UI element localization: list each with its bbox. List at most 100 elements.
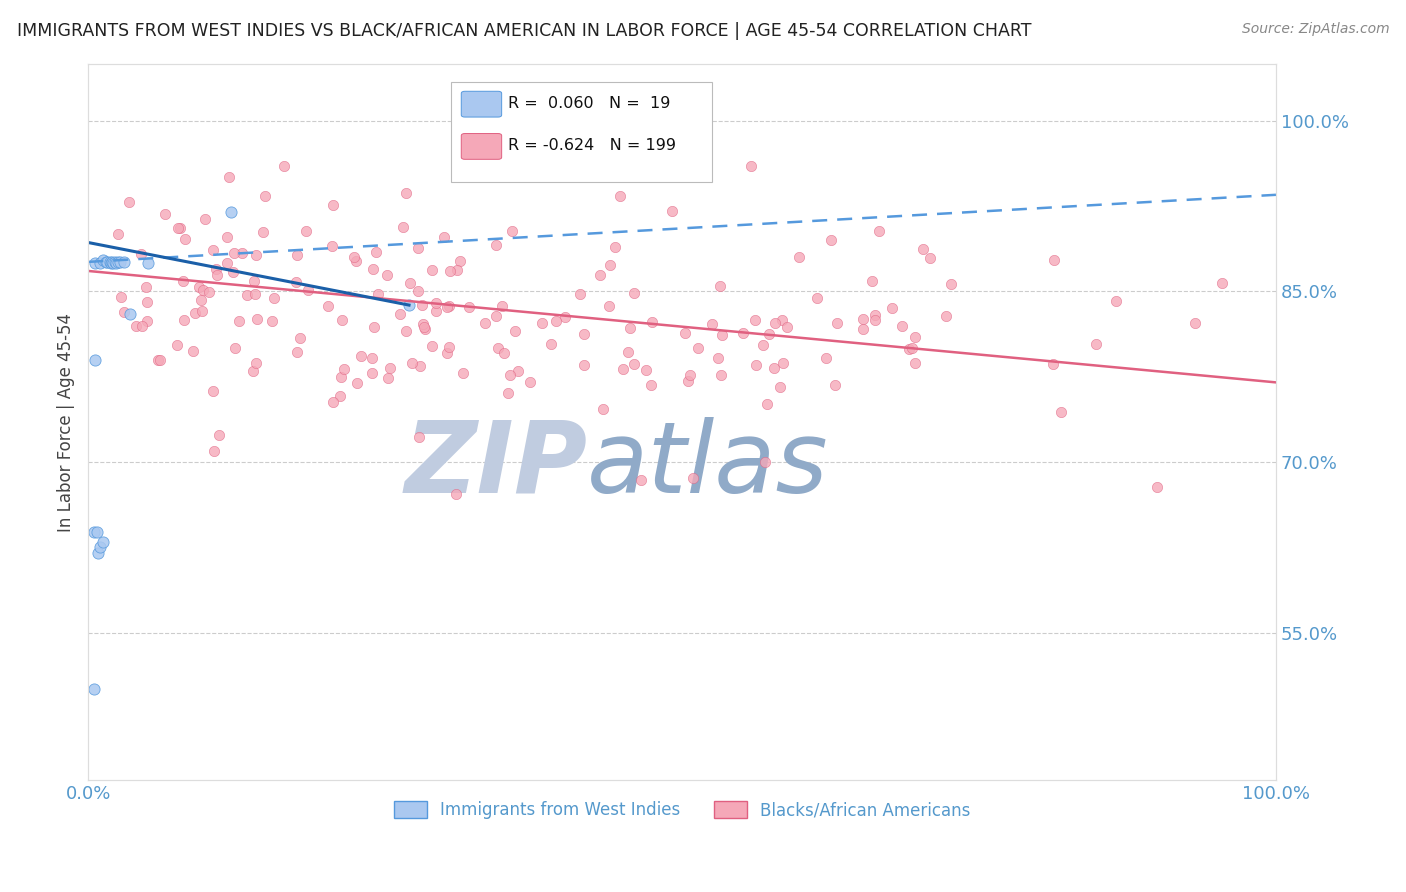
Point bbox=[86, 525, 108, 540]
Point bbox=[806, 291, 828, 305]
Point bbox=[1146, 480, 1168, 494]
Point bbox=[408, 241, 430, 255]
Text: IMMIGRANTS FROM WEST INDIES VS BLACK/AFRICAN AMERICAN IN LABOR FORCE | AGE 45-54: IMMIGRANTS FROM WEST INDIES VS BLACK/AFR… bbox=[17, 22, 1032, 40]
Point bbox=[546, 314, 568, 328]
Point bbox=[316, 299, 339, 313]
Point bbox=[231, 246, 253, 260]
Point bbox=[609, 189, 631, 203]
Point bbox=[388, 307, 411, 321]
Point bbox=[297, 283, 319, 297]
Point bbox=[437, 299, 460, 313]
Point bbox=[789, 250, 811, 264]
Point bbox=[474, 316, 496, 330]
Point bbox=[420, 338, 443, 352]
Point bbox=[882, 301, 904, 315]
Point bbox=[494, 346, 516, 360]
Point bbox=[406, 284, 429, 298]
Point bbox=[413, 322, 436, 336]
Point bbox=[852, 322, 875, 336]
Point bbox=[574, 327, 596, 342]
Point bbox=[485, 238, 508, 252]
Point bbox=[444, 487, 467, 501]
Point bbox=[904, 329, 927, 343]
Point bbox=[529, 160, 551, 174]
Point bbox=[1042, 357, 1064, 371]
Point bbox=[619, 320, 641, 334]
Point bbox=[110, 290, 132, 304]
Point bbox=[751, 338, 773, 352]
Point bbox=[285, 275, 308, 289]
Point bbox=[617, 344, 640, 359]
Point bbox=[540, 337, 562, 351]
Point bbox=[941, 277, 963, 291]
Point bbox=[91, 252, 114, 267]
Point bbox=[603, 240, 626, 254]
Point bbox=[446, 263, 468, 277]
Point bbox=[96, 255, 118, 269]
Point bbox=[193, 283, 215, 297]
Point bbox=[228, 314, 250, 328]
Point bbox=[700, 317, 723, 331]
Point bbox=[366, 244, 388, 259]
Point bbox=[673, 326, 696, 340]
Point bbox=[852, 312, 875, 326]
Point bbox=[744, 313, 766, 327]
Point bbox=[367, 286, 389, 301]
Point bbox=[89, 540, 111, 554]
Point bbox=[188, 279, 211, 293]
Point bbox=[118, 307, 141, 321]
Point bbox=[437, 340, 460, 354]
Point bbox=[676, 374, 699, 388]
Point bbox=[262, 314, 284, 328]
Point bbox=[107, 227, 129, 241]
Point bbox=[710, 368, 733, 383]
Point bbox=[342, 250, 364, 264]
Point bbox=[222, 265, 245, 279]
Point bbox=[411, 317, 433, 331]
Point bbox=[499, 368, 522, 382]
Point bbox=[756, 397, 779, 411]
Point bbox=[769, 379, 792, 393]
Point bbox=[439, 264, 461, 278]
Point bbox=[83, 682, 105, 697]
Point bbox=[709, 278, 731, 293]
Point bbox=[125, 319, 148, 334]
Point bbox=[146, 352, 169, 367]
Point bbox=[457, 300, 479, 314]
Point bbox=[183, 306, 205, 320]
Point bbox=[519, 375, 541, 389]
Point bbox=[754, 455, 776, 469]
Point bbox=[169, 221, 191, 235]
Point bbox=[100, 256, 122, 270]
Point bbox=[246, 312, 269, 326]
Point bbox=[330, 370, 353, 384]
Point bbox=[740, 160, 762, 174]
Point bbox=[395, 324, 418, 338]
Point bbox=[1104, 293, 1126, 308]
Text: R =  0.060   N =  19: R = 0.060 N = 19 bbox=[508, 96, 671, 111]
Point bbox=[377, 371, 399, 385]
Point bbox=[891, 318, 914, 333]
Point bbox=[166, 220, 188, 235]
Point bbox=[363, 320, 385, 334]
Point bbox=[554, 310, 576, 325]
Point bbox=[1184, 316, 1206, 330]
Point bbox=[572, 358, 595, 372]
Point bbox=[1050, 405, 1073, 419]
Point bbox=[243, 274, 266, 288]
Point bbox=[860, 274, 883, 288]
Point bbox=[589, 268, 612, 282]
Point bbox=[135, 280, 157, 294]
Point bbox=[763, 360, 786, 375]
Point bbox=[825, 316, 848, 330]
Point bbox=[198, 285, 221, 300]
Point bbox=[763, 316, 786, 330]
Text: ZIP: ZIP bbox=[404, 417, 588, 514]
Y-axis label: In Labor Force | Age 45-54: In Labor Force | Age 45-54 bbox=[58, 313, 75, 532]
Point bbox=[1211, 276, 1233, 290]
Point bbox=[409, 359, 432, 373]
Point bbox=[815, 351, 838, 366]
Point bbox=[485, 310, 508, 324]
Point bbox=[900, 342, 922, 356]
Point bbox=[222, 246, 245, 260]
